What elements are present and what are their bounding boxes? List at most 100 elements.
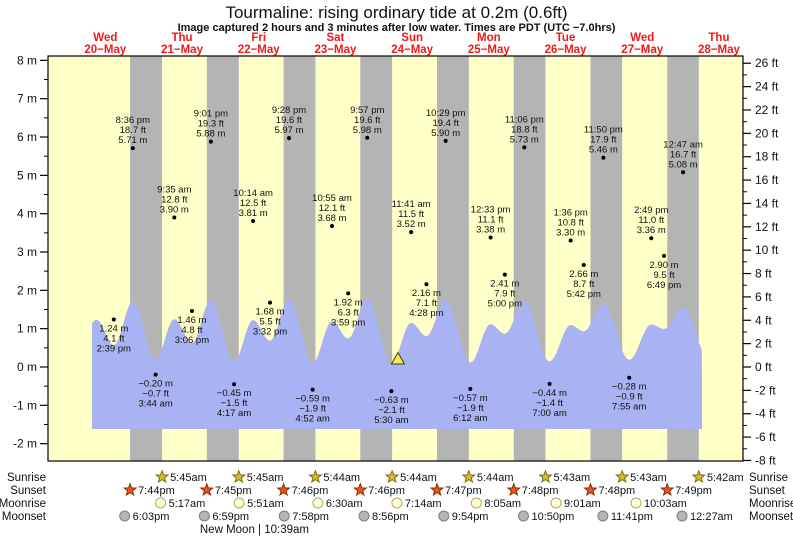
right-axis-label: 0 ft [755, 360, 772, 374]
tide-annotation-line: 2.66 m [569, 269, 598, 280]
tide-extreme-dot [488, 235, 493, 240]
moonset-time: 7:58pm [292, 511, 329, 523]
tide-annotation-line: 5:30 am [374, 415, 408, 426]
sunset-star-icon [353, 482, 368, 497]
sunrise-star-icon [691, 469, 707, 484]
sunset-time: 7:48pm [598, 485, 635, 497]
sunrise-star-icon [461, 469, 477, 484]
sunrise-star-icon [538, 469, 553, 484]
tide-annotation-line: 12.8 ft [161, 195, 188, 206]
moonset-moon-icon [358, 510, 370, 522]
day-date-label: 23−May [315, 44, 357, 56]
tide-annotation-line: −0.9 ft [616, 392, 643, 403]
tide-extreme-dot [232, 382, 237, 387]
moonset-moon-icon [517, 510, 529, 522]
tide-annotation-line: 7:55 am [612, 402, 646, 413]
tide-extreme-dot [662, 253, 667, 258]
moonrise-time: 5:51am [247, 498, 284, 510]
sunset-time: 7:46pm [292, 485, 329, 497]
tide-extreme-dot [681, 170, 686, 175]
day-labels: Wed20−MayThu21−MayFri22−MaySat23−MaySun2… [84, 32, 740, 56]
left-axis-label: 8 m [17, 53, 37, 67]
sunset-time: 7:49pm [675, 485, 712, 497]
tide-annotation-line: −0.45 m [217, 388, 252, 399]
moonset-moon-icon [438, 510, 450, 522]
tide-annotation-line: 5.97 m [274, 125, 303, 136]
astro-row-label-left: Sunset [10, 485, 47, 497]
tide-annotation-line: −1.9 ft [299, 404, 326, 415]
right-axis-label: -8 ft [755, 453, 776, 467]
tide-annotation-line: 5.90 m [431, 128, 460, 139]
moonrise-time: 9:01am [564, 498, 601, 510]
tide-annotation-line: −0.63 m [374, 395, 409, 406]
tide-annotation-line: −1.4 ft [536, 398, 563, 409]
right-axis-label: 6 ft [755, 290, 772, 304]
day-date-label: 20−May [84, 44, 126, 56]
tide-annotation-line: −0.44 m [532, 388, 567, 399]
left-axis-label: 5 m [17, 168, 37, 182]
tide-annotation-line: 11.1 ft [478, 214, 504, 225]
day-of-week-label: Tue [556, 32, 576, 44]
tide-annotation-line: 9.5 ft [653, 270, 674, 281]
sunset-time: 7:46pm [368, 485, 405, 497]
day-of-week-label: Mon [477, 32, 501, 44]
right-axis-label: 18 ft [755, 150, 779, 164]
tide-extreme-dot [346, 291, 351, 296]
moonset-time: 12:27am [690, 511, 733, 523]
tide-annotation-line: 19.4 ft [432, 118, 459, 129]
left-axis-label: -2 m [13, 437, 37, 451]
day-of-week-label: Sat [326, 32, 344, 44]
tide-annotation-line: 9:57 pm [350, 105, 384, 116]
sunrise-time: 5:45am [247, 472, 284, 484]
sunrise-time: 5:42am [707, 472, 744, 484]
tide-extreme-dot [111, 317, 116, 322]
tide-annotation-line: 3.52 m [397, 219, 426, 230]
right-axis-label: -2 ft [755, 383, 776, 397]
sunrise-time: 5:44am [400, 472, 437, 484]
tide-extreme-dot [310, 387, 315, 392]
moonset-moon-icon [597, 510, 609, 522]
tide-annotation-line: 11.0 ft [638, 215, 664, 226]
tide-extreme-dot [649, 236, 654, 241]
tide-annotation-line: 11:06 pm [505, 114, 544, 125]
tide-annotation-line: 19.6 ft [276, 115, 303, 126]
astro-row-label-right: Sunset [749, 485, 786, 497]
day-of-week-label: Thu [172, 32, 193, 44]
tide-extreme-dot [208, 139, 213, 144]
moonset-moon-icon [198, 510, 210, 522]
day-of-week-label: Wed [93, 32, 117, 44]
tide-annotation-line: 4:52 am [295, 414, 329, 425]
tide-extreme-dot [251, 218, 256, 223]
tide-annotation-line: 3:59 pm [331, 317, 365, 328]
tide-extreme-dot [130, 146, 135, 151]
right-axis-label: 10 ft [755, 243, 779, 257]
tide-annotation-line: 4:17 am [217, 408, 251, 419]
day-date-label: 26−May [545, 44, 587, 56]
sunrise-time: 5:45am [170, 472, 207, 484]
sunset-time: 7:45pm [215, 485, 252, 497]
right-axis-label: 24 ft [755, 80, 779, 94]
tide-annotation-line: 5.98 m [353, 125, 382, 136]
tide-extreme-dot [153, 372, 158, 377]
tide-extreme-dot [502, 272, 507, 277]
tide-annotation-line: 5.73 m [510, 134, 539, 145]
moonrise-moon-icon [233, 497, 245, 509]
tide-annotation-line: −0.20 m [138, 379, 173, 390]
moonrise-moon-icon [391, 497, 403, 509]
moonrise-time: 5:17am [169, 498, 206, 510]
moonrise-time: 10:03am [644, 498, 687, 510]
sunrise-star-icon [384, 469, 400, 484]
day-date-label: 25−May [468, 44, 510, 56]
day-of-week-label: Thu [708, 32, 729, 44]
sunrise-time: 5:44am [323, 472, 360, 484]
sunset-time: 7:44pm [138, 485, 175, 497]
tide-extreme-dot [443, 138, 448, 143]
tide-extreme-dot [522, 145, 527, 150]
moon-phase-footer: New Moon | 10:39am [200, 524, 309, 536]
sunset-star-icon [506, 482, 522, 497]
tide-annotation-line: 2.41 m [490, 279, 519, 290]
tide-annotation-line: 3.36 m [637, 225, 666, 236]
tide-annotation-line: −2.1 ft [378, 405, 405, 416]
tide-annotation-line: 3.30 m [556, 228, 585, 239]
